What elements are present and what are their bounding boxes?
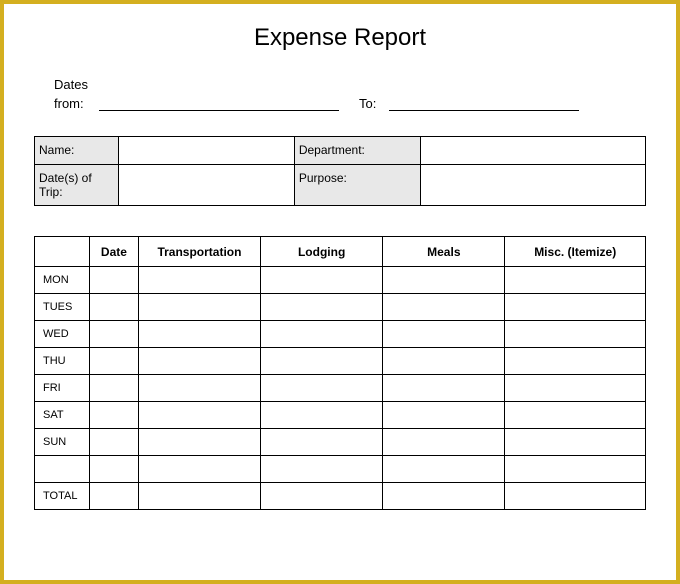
table-row: TUES xyxy=(35,294,646,321)
table-row: SUN xyxy=(35,429,646,456)
day-label xyxy=(35,456,90,483)
department-value[interactable] xyxy=(421,137,646,165)
cell[interactable] xyxy=(89,348,138,375)
table-row: THU xyxy=(35,348,646,375)
cell xyxy=(383,483,505,510)
header-meals: Meals xyxy=(383,237,505,267)
cell[interactable] xyxy=(261,348,383,375)
table-row: FRI xyxy=(35,375,646,402)
cell[interactable] xyxy=(383,348,505,375)
total-label: TOTAL xyxy=(35,483,90,510)
cell[interactable] xyxy=(261,321,383,348)
dates-trip-label: Date(s) of Trip: xyxy=(35,165,119,206)
page-title: Expense Report xyxy=(34,24,646,52)
cell[interactable] xyxy=(261,267,383,294)
department-label: Department: xyxy=(294,137,420,165)
day-label: MON xyxy=(35,267,90,294)
cell[interactable] xyxy=(138,321,260,348)
cell[interactable] xyxy=(89,402,138,429)
cell[interactable] xyxy=(505,456,646,483)
cell[interactable] xyxy=(138,294,260,321)
cell[interactable] xyxy=(138,429,260,456)
cell[interactable] xyxy=(89,429,138,456)
dates-label: Dates xyxy=(54,77,646,92)
table-row-total: TOTAL xyxy=(35,483,646,510)
day-label: SAT xyxy=(35,402,90,429)
cell[interactable] xyxy=(261,294,383,321)
day-label: SUN xyxy=(35,429,90,456)
expense-table: Date Transportation Lodging Meals Misc. … xyxy=(34,236,646,510)
header-misc: Misc. (Itemize) xyxy=(505,237,646,267)
cell[interactable] xyxy=(261,429,383,456)
cell[interactable] xyxy=(383,456,505,483)
cell[interactable] xyxy=(505,402,646,429)
cell[interactable] xyxy=(505,429,646,456)
expense-body: MON TUES WED THU FRI SAT SUN TOTAL xyxy=(35,267,646,510)
info-table: Name: Department: Date(s) of Trip: Purpo… xyxy=(34,136,646,206)
cell[interactable] xyxy=(138,375,260,402)
cell xyxy=(89,483,138,510)
cell[interactable] xyxy=(138,456,260,483)
cell[interactable] xyxy=(383,321,505,348)
cell[interactable] xyxy=(383,294,505,321)
cell[interactable] xyxy=(383,267,505,294)
cell[interactable] xyxy=(89,267,138,294)
header-lodging: Lodging xyxy=(261,237,383,267)
to-input-line[interactable] xyxy=(389,95,579,111)
cell[interactable] xyxy=(383,375,505,402)
cell[interactable] xyxy=(505,375,646,402)
cell[interactable] xyxy=(89,375,138,402)
from-input-line[interactable] xyxy=(99,95,339,111)
from-label: from: xyxy=(54,96,99,111)
cell xyxy=(505,483,646,510)
dates-trip-value[interactable] xyxy=(119,165,295,206)
cell[interactable] xyxy=(261,375,383,402)
cell[interactable] xyxy=(138,402,260,429)
day-label: TUES xyxy=(35,294,90,321)
header-day xyxy=(35,237,90,267)
cell[interactable] xyxy=(505,267,646,294)
header-transportation: Transportation xyxy=(138,237,260,267)
purpose-value[interactable] xyxy=(421,165,646,206)
table-row: WED xyxy=(35,321,646,348)
from-to-row: from: To: xyxy=(54,95,646,111)
dates-section: Dates from: To: xyxy=(34,77,646,111)
name-value[interactable] xyxy=(119,137,295,165)
cell[interactable] xyxy=(383,402,505,429)
cell xyxy=(138,483,260,510)
purpose-label: Purpose: xyxy=(294,165,420,206)
expense-header-row: Date Transportation Lodging Meals Misc. … xyxy=(35,237,646,267)
name-label: Name: xyxy=(35,137,119,165)
cell[interactable] xyxy=(138,348,260,375)
cell xyxy=(261,483,383,510)
cell[interactable] xyxy=(505,348,646,375)
day-label: WED xyxy=(35,321,90,348)
cell[interactable] xyxy=(261,402,383,429)
table-row-blank xyxy=(35,456,646,483)
to-label: To: xyxy=(359,96,389,111)
cell[interactable] xyxy=(505,321,646,348)
day-label: FRI xyxy=(35,375,90,402)
cell[interactable] xyxy=(261,456,383,483)
cell[interactable] xyxy=(383,429,505,456)
cell[interactable] xyxy=(89,294,138,321)
table-row: MON xyxy=(35,267,646,294)
cell[interactable] xyxy=(89,321,138,348)
day-label: THU xyxy=(35,348,90,375)
cell[interactable] xyxy=(505,294,646,321)
table-row: SAT xyxy=(35,402,646,429)
cell[interactable] xyxy=(138,267,260,294)
cell[interactable] xyxy=(89,456,138,483)
header-date: Date xyxy=(89,237,138,267)
